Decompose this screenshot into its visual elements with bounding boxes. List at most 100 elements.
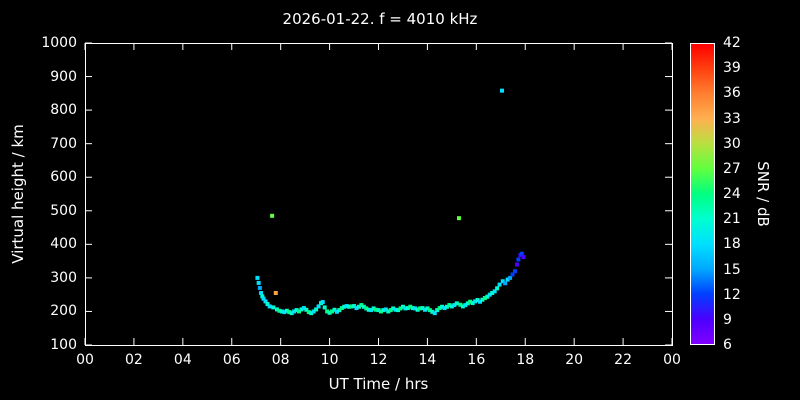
data-point xyxy=(366,307,371,312)
data-point xyxy=(337,308,342,313)
x-axis-label: UT Time / hrs xyxy=(328,375,429,393)
data-point xyxy=(256,280,261,285)
data-point xyxy=(292,309,297,314)
data-point xyxy=(376,308,381,313)
data-point xyxy=(279,309,284,314)
data-point xyxy=(475,298,480,303)
colorbar-tick-label: 33 xyxy=(723,110,741,127)
data-point xyxy=(342,304,347,309)
data-point xyxy=(418,306,423,311)
data-point xyxy=(265,302,270,307)
data-point xyxy=(495,286,500,291)
y-tick-label: 500 xyxy=(50,202,77,219)
data-point xyxy=(301,306,306,311)
data-point xyxy=(458,302,463,307)
x-tick-label: 00 xyxy=(663,352,681,368)
data-point xyxy=(289,311,294,316)
data-point xyxy=(339,306,344,311)
data-point xyxy=(306,310,311,315)
data-point xyxy=(492,289,497,294)
data-point xyxy=(364,306,369,311)
y-tick-label: 100 xyxy=(50,337,77,353)
y-tick-label: 800 xyxy=(50,102,77,119)
data-point xyxy=(304,307,309,312)
data-point xyxy=(352,304,357,309)
data-point xyxy=(381,308,386,313)
data-point xyxy=(452,303,457,308)
data-point xyxy=(482,296,487,301)
data-point xyxy=(361,304,366,309)
data-point xyxy=(422,307,427,312)
colorbar-tick-label: 30 xyxy=(723,135,741,152)
data-point xyxy=(470,301,475,306)
x-tick-label: 14 xyxy=(418,352,437,368)
x-tick-label: 06 xyxy=(222,352,241,368)
data-point xyxy=(497,282,502,287)
data-point xyxy=(294,308,299,313)
y-tick-label: 600 xyxy=(50,169,77,186)
data-point xyxy=(273,290,278,295)
data-point xyxy=(282,310,287,315)
colorbar-tick-label: 21 xyxy=(723,211,741,228)
data-point xyxy=(408,304,413,309)
data-point xyxy=(465,301,470,306)
data-point xyxy=(270,213,275,218)
data-point xyxy=(508,275,513,280)
data-point xyxy=(516,257,521,262)
data-point xyxy=(473,299,478,304)
data-point xyxy=(454,301,459,306)
data-point xyxy=(332,307,337,312)
data-point xyxy=(405,306,410,311)
data-point xyxy=(420,306,425,311)
data-point xyxy=(259,290,264,295)
data-point xyxy=(378,309,383,314)
data-point xyxy=(460,304,465,309)
data-point xyxy=(487,292,492,297)
data-point xyxy=(369,308,374,313)
data-point xyxy=(344,304,349,309)
data-point xyxy=(267,304,272,309)
colorbar-tick-label: 15 xyxy=(723,261,741,278)
data-point xyxy=(314,307,319,312)
y-tick-label: 1000 xyxy=(41,35,77,51)
data-point xyxy=(374,307,379,312)
data-point xyxy=(277,308,282,313)
data-point xyxy=(386,309,391,314)
data-point xyxy=(485,294,490,299)
data-point xyxy=(354,306,359,311)
data-point xyxy=(255,275,260,280)
data-point xyxy=(349,304,354,309)
data-point xyxy=(480,297,485,302)
data-point xyxy=(413,306,418,311)
data-point xyxy=(427,308,432,313)
plot-border xyxy=(85,43,673,346)
colorbar-tick-label: 27 xyxy=(723,160,741,177)
data-point xyxy=(388,308,393,313)
data-point xyxy=(261,296,266,301)
colorbar-tick-label: 18 xyxy=(723,236,741,253)
data-point xyxy=(503,281,508,286)
data-point xyxy=(403,306,408,311)
data-point xyxy=(521,255,526,260)
data-point xyxy=(347,304,352,309)
y-tick-label: 700 xyxy=(50,135,77,152)
colorbar-tick-label: 42 xyxy=(723,35,741,51)
data-point xyxy=(391,306,396,311)
data-point xyxy=(393,307,398,312)
data-point xyxy=(510,272,515,277)
colorbar-tick-label: 39 xyxy=(723,60,741,77)
data-point xyxy=(435,308,440,313)
data-point xyxy=(359,303,364,308)
colorbar-tick-label: 36 xyxy=(723,85,741,102)
x-tick-label: 10 xyxy=(320,352,339,368)
x-tick-label: 18 xyxy=(516,352,535,368)
data-point xyxy=(257,285,262,290)
data-point xyxy=(449,304,454,309)
y-tick-label: 200 xyxy=(50,303,77,320)
data-point xyxy=(334,309,339,314)
y-axis-label: Virtual height / km xyxy=(9,124,27,264)
data-point xyxy=(398,306,403,311)
data-point xyxy=(400,304,405,309)
data-point xyxy=(322,305,327,310)
data-point xyxy=(356,304,361,309)
